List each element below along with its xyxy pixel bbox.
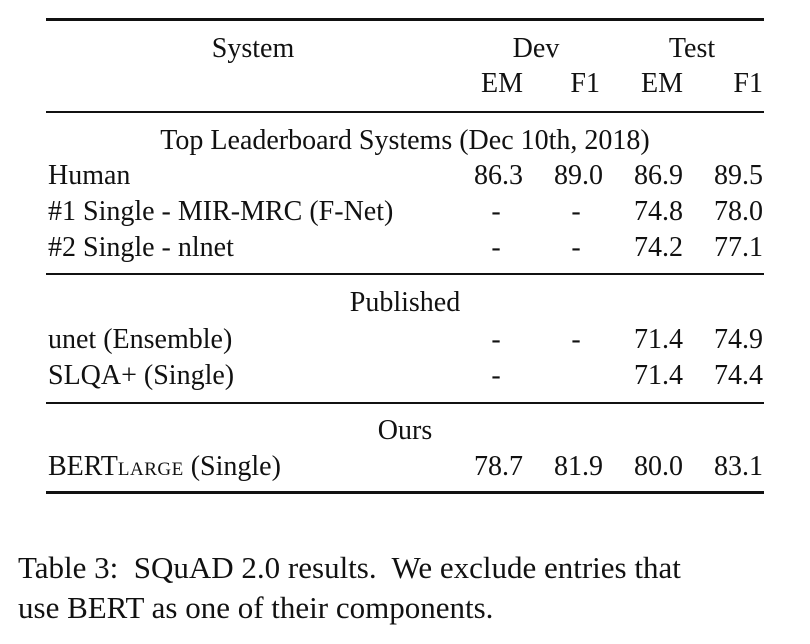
row-test-em: 86.9 xyxy=(634,160,683,191)
section-rule-published xyxy=(46,273,764,275)
row-system: BERTLARGE (Single) xyxy=(48,450,281,487)
row-dev-f1: 89.0 xyxy=(554,160,603,191)
row-dev-em: - xyxy=(491,324,501,355)
section-rule-ours xyxy=(46,402,764,404)
row-test-f1: 89.5 xyxy=(714,160,763,191)
header-test: Test xyxy=(668,33,716,64)
header-test-em: EM xyxy=(641,68,683,99)
header-test-f1: F1 xyxy=(733,68,763,99)
header-dev-f1: F1 xyxy=(570,68,600,99)
model-variant: (Single) xyxy=(183,451,281,482)
table-bottom-rule xyxy=(46,491,764,494)
row-dev-f1: - xyxy=(571,196,581,227)
row-dev-f1: - xyxy=(571,324,581,355)
caption-line-2: use BERT as one of their components. xyxy=(18,590,494,625)
row-test-f1: 83.1 xyxy=(714,451,763,482)
row-dev-em: 78.7 xyxy=(474,451,523,482)
header-system: System xyxy=(211,33,295,64)
section-title: Ours xyxy=(377,415,433,446)
caption-line-1: Table 3: SQuAD 2.0 results. We exclude e… xyxy=(18,550,681,585)
model-name: BERT xyxy=(48,451,118,482)
row-dev-f1: - xyxy=(571,232,581,263)
row-test-em: 71.4 xyxy=(634,360,683,391)
row-test-f1: 74.4 xyxy=(714,360,763,391)
row-test-em: 74.8 xyxy=(634,196,683,227)
row-test-f1: 78.0 xyxy=(714,196,763,227)
row-test-em: 80.0 xyxy=(634,451,683,482)
row-dev-em: - xyxy=(491,360,501,391)
row-test-em: 71.4 xyxy=(634,324,683,355)
header-rule xyxy=(46,111,764,113)
row-system: #1 Single - MIR-MRC (F-Net) xyxy=(48,196,394,227)
row-system: unet (Ensemble) xyxy=(48,324,233,355)
row-system: #2 Single - nlnet xyxy=(48,232,234,263)
section-title: Top Leaderboard Systems (Dec 10th, 2018) xyxy=(160,125,650,156)
row-dev-em: 86.3 xyxy=(474,160,523,191)
row-test-em: 74.2 xyxy=(634,232,683,263)
row-test-f1: 74.9 xyxy=(714,324,763,355)
row-system: SLQA+ (Single) xyxy=(48,360,235,391)
row-test-f1: 77.1 xyxy=(714,232,763,263)
row-dev-f1: 81.9 xyxy=(554,451,603,482)
row-dev-em: - xyxy=(491,196,501,227)
model-subscript: LARGE xyxy=(117,459,184,480)
header-dev-em: EM xyxy=(481,68,523,99)
table-top-rule xyxy=(46,18,764,21)
header-dev: Dev xyxy=(512,33,560,64)
row-dev-em: - xyxy=(491,232,501,263)
row-system: Human xyxy=(48,160,131,191)
section-title: Published xyxy=(349,287,461,318)
